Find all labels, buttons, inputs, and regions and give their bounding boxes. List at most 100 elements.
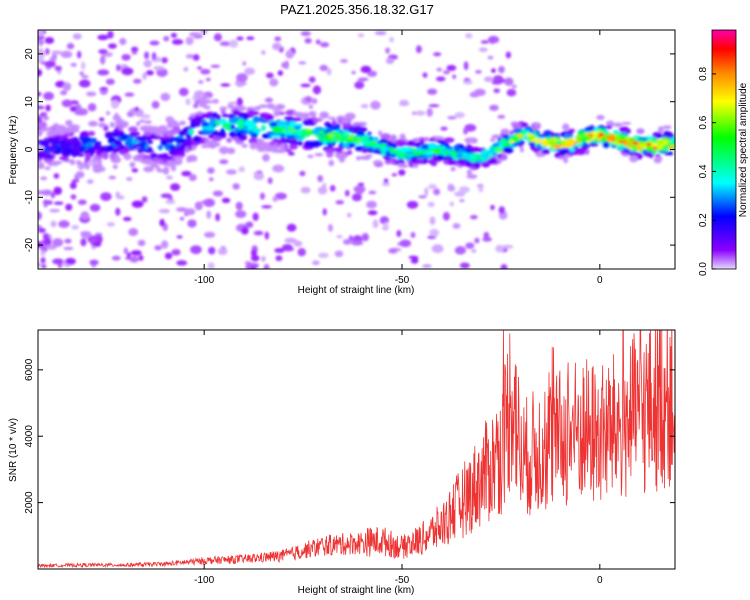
heatmap-cell — [64, 238, 72, 244]
heatmap-cell — [502, 134, 509, 140]
y-tick-label: 20 — [24, 48, 35, 60]
heatmap-cell — [366, 131, 372, 136]
heatmap-cell — [130, 250, 142, 256]
heatmap-cell — [399, 101, 410, 107]
heatmap-cell — [401, 154, 406, 160]
heatmap-cell — [115, 191, 121, 199]
heatmap-cell — [149, 40, 160, 46]
heatmap-cell — [185, 36, 194, 46]
heatmap-cell — [138, 255, 144, 261]
heatmap-cell — [261, 50, 266, 55]
heatmap-cell — [109, 152, 116, 160]
heatmap-cell — [253, 230, 264, 236]
heatmap-cell — [46, 146, 53, 152]
heatmap-cell — [418, 195, 427, 199]
heatmap-cell — [618, 126, 630, 133]
heatmap-cell — [194, 118, 203, 125]
heatmap-cell — [446, 64, 457, 72]
heatmap-cell — [190, 122, 197, 129]
heatmap-cell — [309, 122, 315, 126]
heatmap-cell — [406, 140, 416, 147]
heatmap-cell — [498, 65, 505, 74]
heatmap-cell — [301, 112, 310, 120]
heatmap-cell — [76, 50, 82, 59]
heatmap-cell — [519, 147, 524, 153]
snr-x-label: Height of straight line (km) — [298, 585, 415, 596]
heatmap-cell — [188, 173, 197, 182]
heatmap-cell — [520, 122, 529, 127]
heatmap-cell — [483, 155, 489, 158]
heatmap-cell — [185, 54, 195, 59]
heatmap-cell — [241, 143, 248, 148]
heatmap-cell — [135, 143, 146, 147]
heatmap-cell — [298, 61, 307, 65]
heatmap-cell — [194, 201, 203, 211]
heatmap-cell — [38, 91, 42, 97]
heatmap-cell — [274, 192, 287, 200]
heatmap-cell — [70, 150, 80, 157]
heatmap-cell — [361, 233, 369, 242]
heatmap-cell — [179, 217, 184, 221]
heatmap-cell — [399, 239, 412, 248]
heatmap-cell — [644, 153, 655, 157]
heatmap-cell — [107, 30, 114, 39]
spectrogram-x-label: Height of straight line (km) — [298, 285, 415, 296]
heatmap-cell — [272, 164, 285, 173]
heatmap-cell — [668, 151, 673, 156]
heatmap-cell — [241, 226, 249, 235]
heatmap-cell — [62, 152, 71, 157]
heatmap-cell — [221, 113, 229, 118]
x-tick-label: 0 — [597, 275, 603, 286]
heatmap-cell — [121, 134, 129, 140]
heatmap-cell — [381, 181, 391, 187]
heatmap-cell — [620, 135, 627, 141]
heatmap-cell — [304, 96, 313, 103]
heatmap-cell — [386, 142, 397, 148]
heatmap-cell — [246, 36, 255, 41]
spectrogram-cells — [38, 30, 675, 269]
heatmap-cell — [250, 132, 258, 139]
heatmap-cell — [391, 173, 398, 177]
heatmap-cell — [236, 36, 244, 41]
heatmap-cell — [355, 156, 367, 160]
heatmap-cell — [140, 114, 151, 119]
heatmap-cell — [253, 173, 265, 181]
heatmap-cell — [322, 182, 327, 192]
figure-title: PAZ1.2025.356.18.32.G17 — [280, 2, 434, 17]
heatmap-cell — [314, 153, 324, 157]
heatmap-cell — [383, 178, 389, 184]
heatmap-cell — [100, 55, 106, 65]
heatmap-cell — [188, 128, 194, 135]
heatmap-cell — [76, 160, 82, 164]
heatmap-cell — [92, 143, 102, 150]
heatmap-cell — [440, 126, 448, 131]
heatmap-cell — [259, 112, 270, 117]
heatmap-cell — [211, 115, 217, 119]
heatmap-cell — [656, 156, 663, 160]
heatmap-cell — [286, 133, 296, 140]
heatmap-cell — [50, 192, 56, 199]
heatmap-cell — [139, 119, 145, 123]
heatmap-cell — [488, 157, 497, 165]
heatmap-cell — [149, 161, 161, 165]
heatmap-cell — [598, 132, 605, 137]
heatmap-cell — [144, 149, 155, 153]
heatmap-cell — [78, 79, 91, 88]
heatmap-cell — [301, 129, 306, 135]
heatmap-cell — [491, 68, 496, 73]
heatmap-cell — [263, 263, 270, 269]
heatmap-cell — [470, 154, 478, 159]
heatmap-cell — [328, 133, 334, 138]
heatmap-cell — [605, 125, 613, 130]
heatmap-cell — [297, 140, 303, 146]
snr-frame — [37, 329, 676, 570]
heatmap-cell — [351, 135, 362, 140]
heatmap-cell — [384, 145, 389, 151]
heatmap-cell — [558, 148, 569, 155]
heatmap-cell — [124, 92, 135, 97]
heatmap-cell — [238, 166, 245, 173]
heatmap-cell — [167, 161, 173, 168]
heatmap-cell — [221, 147, 226, 155]
heatmap-cell — [636, 128, 645, 135]
